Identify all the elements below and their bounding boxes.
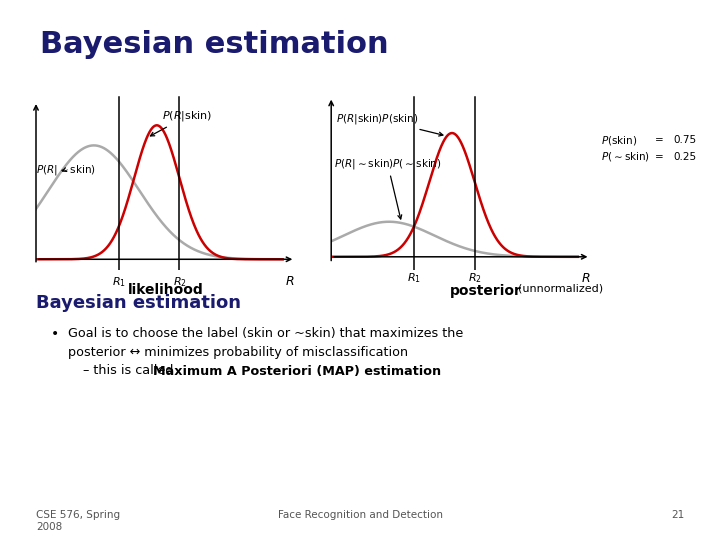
Text: 0.25: 0.25 <box>673 152 696 161</box>
Text: $P(R|\mathrm{skin})$: $P(R|\mathrm{skin})$ <box>150 109 212 136</box>
Text: $R_1$: $R_1$ <box>112 275 126 289</box>
Text: =: = <box>655 136 664 145</box>
Text: $P(R|\sim\mathrm{skin})$: $P(R|\sim\mathrm{skin})$ <box>36 163 96 177</box>
Text: Bayesian estimation: Bayesian estimation <box>40 30 388 59</box>
Text: $P(\mathrm{skin})$: $P(\mathrm{skin})$ <box>601 134 637 147</box>
Text: CSE 576, Spring
2008: CSE 576, Spring 2008 <box>36 510 120 532</box>
Text: =: = <box>655 152 664 161</box>
Text: $R_2$: $R_2$ <box>468 272 482 286</box>
Text: (unnormalized): (unnormalized) <box>518 284 603 294</box>
Text: $R_1$: $R_1$ <box>408 272 421 286</box>
Text: Bayesian estimation: Bayesian estimation <box>36 294 241 312</box>
Text: likelihood: likelihood <box>127 284 204 298</box>
Text: $R$: $R$ <box>580 272 590 285</box>
Text: Face Recognition and Detection: Face Recognition and Detection <box>277 510 443 521</box>
Text: $R$: $R$ <box>285 275 295 288</box>
Text: $P(R|\mathrm{skin})P(\mathrm{skin})$: $P(R|\mathrm{skin})P(\mathrm{skin})$ <box>336 112 443 136</box>
Text: $P(\sim\mathrm{skin})$: $P(\sim\mathrm{skin})$ <box>601 150 650 163</box>
Text: posterior ↔ minimizes probability of misclassification: posterior ↔ minimizes probability of mis… <box>68 346 408 359</box>
Text: $P(R|\sim\mathrm{skin})P(\sim\mathrm{skin})$: $P(R|\sim\mathrm{skin})P(\sim\mathrm{ski… <box>333 157 441 219</box>
Text: Goal is to choose the label (skin or ~skin) that maximizes the: Goal is to choose the label (skin or ~sk… <box>68 327 464 340</box>
Text: $R_2$: $R_2$ <box>173 275 186 289</box>
Text: posterior: posterior <box>450 284 522 298</box>
Text: •: • <box>50 327 58 341</box>
Text: Maximum A Posteriori (MAP) estimation: Maximum A Posteriori (MAP) estimation <box>153 364 441 377</box>
Text: 21: 21 <box>671 510 684 521</box>
Text: – this is called: – this is called <box>83 364 177 377</box>
Text: 0.75: 0.75 <box>673 136 696 145</box>
